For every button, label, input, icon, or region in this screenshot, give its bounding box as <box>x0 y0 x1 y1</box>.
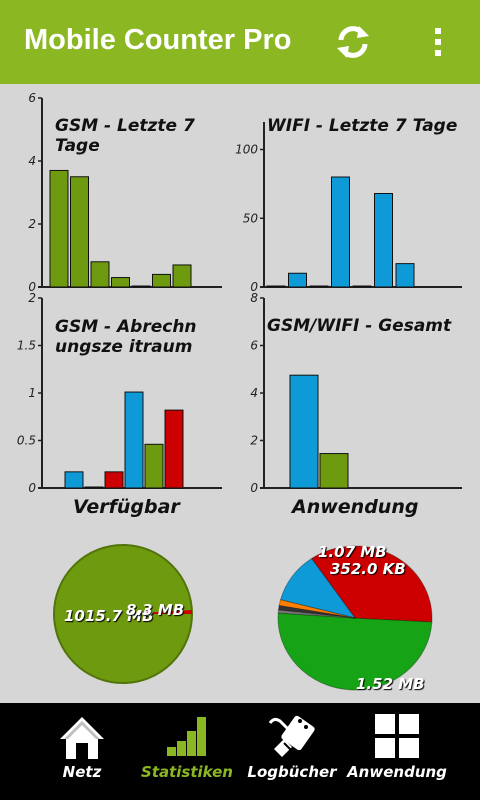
bar <box>164 409 184 489</box>
nav-anwendung[interactable]: Anwendung <box>337 703 457 800</box>
bar <box>111 277 130 288</box>
nav-label: Anwendung <box>347 763 447 781</box>
bar <box>374 193 393 288</box>
app-title: Mobile Counter Pro <box>24 24 292 56</box>
pie-label-blue: 352.0 KB <box>330 560 406 578</box>
chart-svg: 100 50 0 <box>235 122 462 294</box>
bar <box>104 471 124 489</box>
gsm-wifi-total-chart: 8 6 4 2 0 GSM/WIFI - Gesamt <box>240 290 480 495</box>
bar <box>288 272 307 288</box>
y-tick-label: 2 <box>28 291 36 305</box>
chart-title: GSM - Abrechnungsze itraum <box>55 317 197 357</box>
available-pie-chart <box>53 544 193 684</box>
bar <box>90 261 110 288</box>
nav-label: Statistiken <box>141 763 233 781</box>
chart-svg: 2 1.5 1 0.5 0 <box>17 291 222 495</box>
y-tick-label: 0 <box>250 481 258 495</box>
bottom-navigation: Netz Statistiken Logbücher Anwendung <box>0 703 480 800</box>
pie-slice <box>277 604 356 619</box>
y-tick-label: 1.5 <box>17 339 36 353</box>
y-tick-label: 0 <box>250 280 258 294</box>
bar <box>331 176 350 288</box>
y-tick-label: 100 <box>235 143 258 157</box>
usage-pie-chart <box>277 545 433 691</box>
bar <box>84 486 104 489</box>
grid-icon <box>375 714 419 758</box>
y-tick-label: 50 <box>243 211 259 225</box>
log-icon <box>268 715 315 757</box>
bar <box>289 374 319 489</box>
y-tick-label: 6 <box>250 339 258 353</box>
chart-title: WIFI - Letzte 7 Tage <box>267 116 458 136</box>
available-label: Verfügbar <box>73 496 180 518</box>
bar <box>309 285 329 288</box>
nav-netz[interactable]: Netz <box>22 703 142 800</box>
bar <box>319 453 349 489</box>
y-tick-label: 4 <box>250 386 258 400</box>
y-tick-label: 6 <box>28 91 36 105</box>
y-tick-label: 1 <box>28 386 36 400</box>
bar <box>352 285 372 288</box>
overflow-menu-icon[interactable] <box>430 26 446 58</box>
nav-label: Netz <box>62 763 102 781</box>
chart-svg: 6 4 2 0 <box>28 91 222 294</box>
bar <box>124 391 144 489</box>
y-tick-label: 0 <box>28 280 36 294</box>
home-icon <box>60 717 104 759</box>
y-tick-label: 8 <box>250 291 258 305</box>
bar <box>172 264 192 288</box>
y-tick-label: 0 <box>28 481 36 495</box>
app-bar: Mobile Counter Pro <box>0 0 480 84</box>
bar <box>144 443 164 489</box>
bar <box>152 273 171 288</box>
pie-slice <box>277 609 356 619</box>
nav-label: Logbücher <box>247 763 337 781</box>
wifi-last-7-days-chart: 100 50 0 WIFI - Letzte 7 Tage <box>235 90 480 295</box>
bar-chart-icon <box>167 717 206 756</box>
y-tick-label: 2 <box>250 434 258 448</box>
pie-label-free: 1015.7 MB <box>64 607 154 625</box>
chart-title: GSM/WIFI - Gesamt <box>267 316 452 336</box>
pie-label-green: 1.52 MB <box>356 675 425 693</box>
y-tick-label: 2 <box>28 217 36 231</box>
pie-slice <box>310 545 433 623</box>
pie-label-red: 1.07 MB <box>318 543 387 561</box>
usage-label: Anwendung <box>292 496 419 518</box>
pie-slice <box>278 599 356 619</box>
bar <box>64 471 84 489</box>
bar <box>49 169 69 288</box>
y-tick-label: 4 <box>28 154 36 168</box>
bar <box>131 285 151 288</box>
bar <box>395 263 415 288</box>
pie-slice-used <box>123 610 193 614</box>
nav-statistiken[interactable]: Statistiken <box>127 703 247 800</box>
pie-slice <box>279 557 357 619</box>
nav-logbuecher[interactable]: Logbücher <box>232 703 352 800</box>
refresh-icon[interactable] <box>333 22 373 62</box>
chart-svg: 8 6 4 2 0 <box>250 291 462 495</box>
y-tick-label: 0.5 <box>17 434 36 448</box>
chart-title: GSM - Letzte 7 Tage <box>55 116 195 156</box>
gsm-billing-period-chart: 2 1.5 1 0.5 0 GSM - Abrechnungsze itraum <box>0 290 240 495</box>
pie-slice <box>277 612 433 691</box>
pie-label-used: 8.3 MB <box>126 601 185 619</box>
gsm-last-7-days-chart: 6 4 2 0 GSM - Letzte 7 Tage <box>0 90 240 295</box>
bar <box>70 176 89 288</box>
bar <box>266 285 286 288</box>
